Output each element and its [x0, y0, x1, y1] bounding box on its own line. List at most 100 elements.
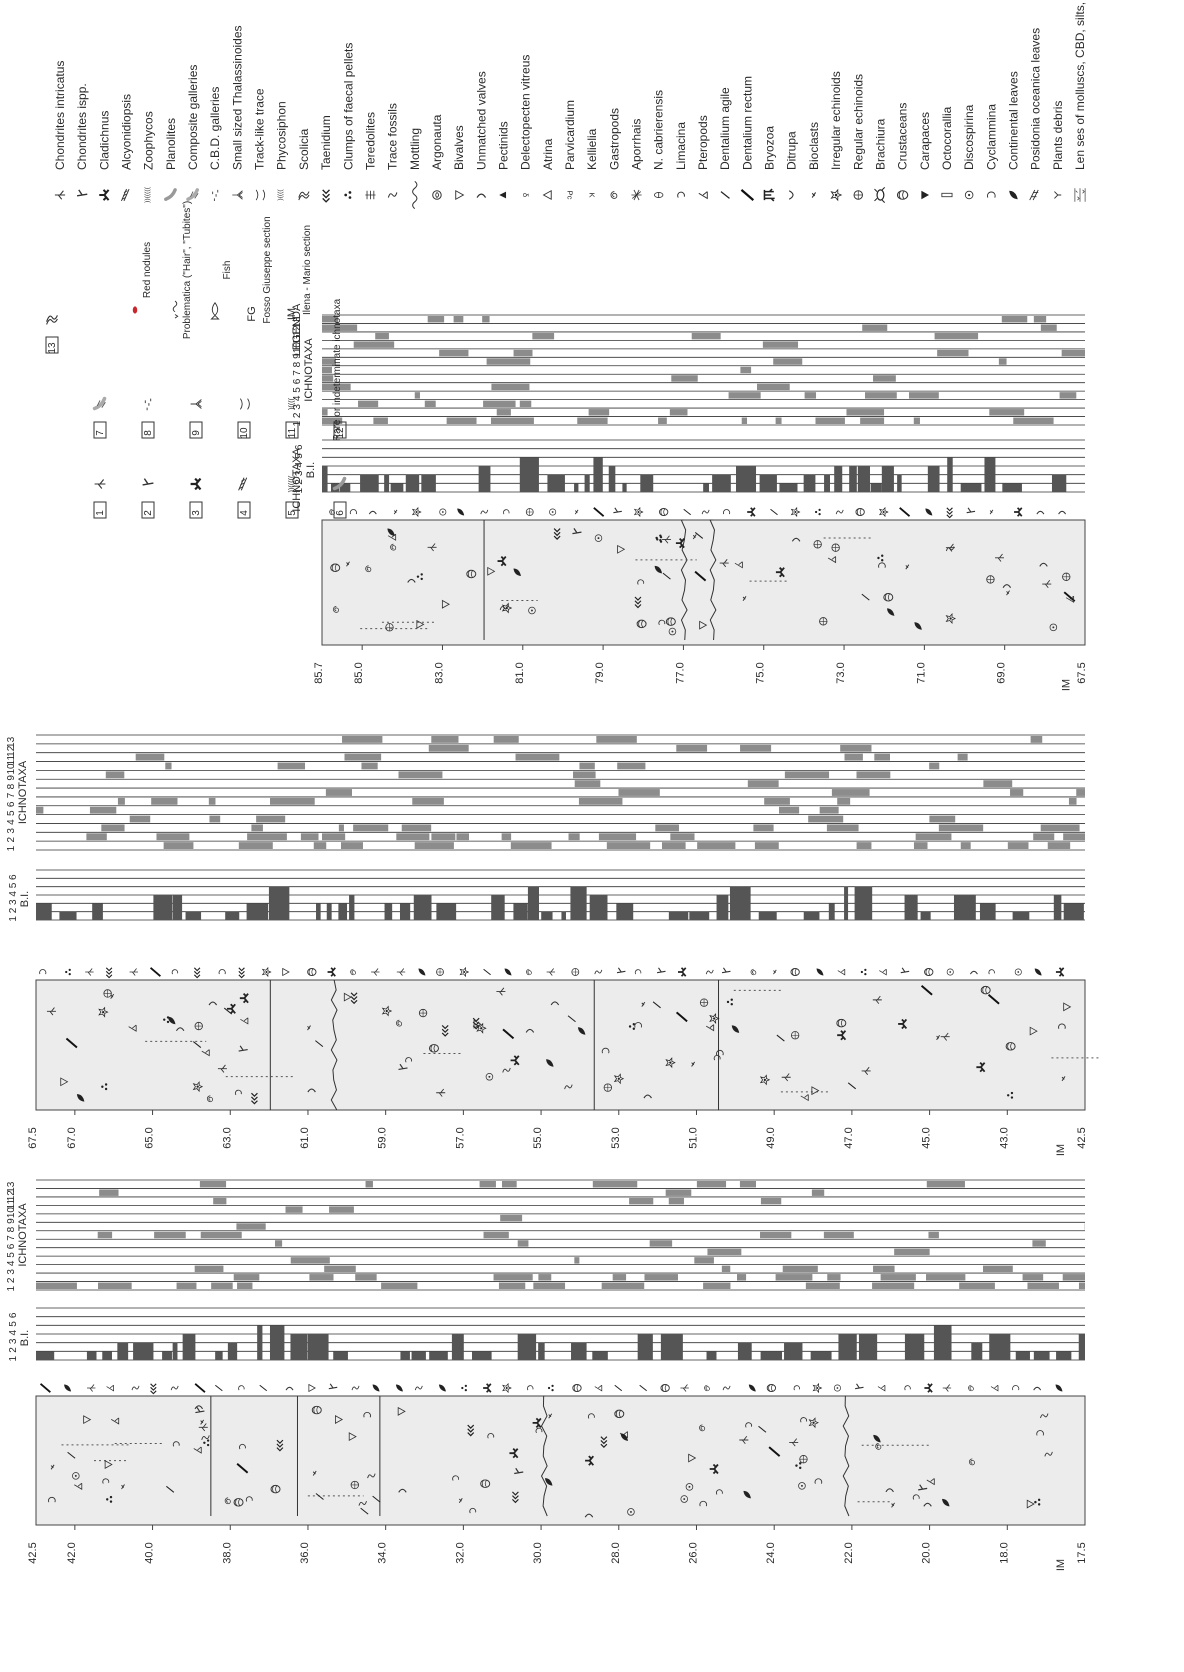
- crustaceans-icon: [924, 968, 934, 976]
- ichno-bar: [779, 806, 800, 814]
- red-nodule-icon: [132, 306, 138, 314]
- chondrites-intricatus-icon: [942, 1384, 952, 1392]
- bi-bar: [716, 895, 729, 920]
- bi-scale-label: 4: [8, 1329, 19, 1335]
- depth-tick-bottom: 17.5: [1076, 1542, 1088, 1563]
- track-like-trace-icon: [239, 398, 250, 410]
- ichno-bar: [353, 341, 395, 348]
- depth-tick-label: 65.0: [144, 1127, 156, 1148]
- legend-key-number: 8: [143, 430, 154, 436]
- ichno-bar: [532, 332, 555, 340]
- depth-tick-label: 49.0: [765, 1127, 777, 1148]
- ichno-bar: [915, 833, 952, 841]
- bi-bar: [322, 466, 328, 492]
- ichno-bar: [498, 1282, 526, 1289]
- bi-bar: [400, 1351, 410, 1360]
- bi-bar: [513, 903, 528, 920]
- ichno-bar: [1013, 417, 1054, 424]
- bryozoa-icon: [763, 188, 776, 202]
- bi-bar: [541, 911, 553, 920]
- legend-symbol-label: Crustaceans: [896, 103, 910, 170]
- continental-leaves-icon: [1055, 1384, 1063, 1392]
- limacina-icon: [793, 1385, 800, 1391]
- bi-bar: [927, 466, 940, 492]
- legend-symbol-label: Alcyonidiopsis: [120, 94, 134, 170]
- depth-tick-label: 63.0: [221, 1127, 233, 1148]
- ichno-bar: [208, 797, 216, 805]
- bi-scale-label: 5: [294, 453, 305, 459]
- octocorallia-icon: [941, 192, 953, 198]
- depth-tick-label: 75.0: [755, 662, 767, 683]
- bi-bar: [571, 1342, 587, 1360]
- ichno-bar: [670, 833, 695, 841]
- ichno-scale-label: 5: [6, 1252, 17, 1258]
- ichno-bar: [926, 1274, 966, 1281]
- legend-symbol-label: Teredolites: [363, 112, 377, 170]
- bi-bar: [246, 903, 269, 920]
- ichno-bar: [513, 349, 533, 357]
- legend-symbol-label: Phycosiphon: [275, 101, 289, 170]
- ichno-scale-label: 4: [292, 395, 303, 401]
- section-code: IM: [1061, 679, 1073, 691]
- ichno-bar: [937, 349, 969, 357]
- pteropods-icon: [106, 1384, 114, 1392]
- bi-bar: [429, 1351, 448, 1360]
- legend-symbol-label: Limacina: [674, 122, 688, 170]
- depth-tick-label: 22.0: [843, 1542, 855, 1563]
- bi-bar: [36, 1351, 55, 1360]
- regular-echinoids-icon: [603, 1083, 612, 1092]
- ichno-scale-label: 11: [292, 334, 303, 345]
- legend-extra-label: Fish: [222, 261, 233, 280]
- legend-symbol-label: Atrina: [541, 138, 555, 170]
- bi-bar: [1015, 1351, 1030, 1360]
- ichno-bar: [247, 833, 287, 841]
- ichno-scale-label: 7: [6, 1235, 17, 1241]
- legend-key-number: 11: [287, 427, 298, 438]
- gastropods-icon: [526, 968, 532, 976]
- phycosiphon-icon: [277, 189, 285, 202]
- kellielia-icon: [587, 192, 597, 199]
- ichno-bar: [165, 762, 172, 770]
- ichno-bar: [1059, 392, 1077, 399]
- ichno-bar: [313, 842, 327, 849]
- ichno-bar: [428, 744, 469, 752]
- legend-symbol-label: Small sized Thalassinoides: [230, 25, 244, 170]
- ichno-bar: [753, 824, 774, 832]
- legend-extra-label: Red nodules: [142, 242, 153, 298]
- ichno-bar: [365, 1181, 373, 1188]
- crustaceans-icon: [855, 508, 865, 516]
- ichno-bar: [97, 1231, 113, 1239]
- legend-key-number: 5: [287, 510, 298, 516]
- bi-scale-label: 1: [8, 916, 19, 922]
- ichno-bar: [176, 1282, 197, 1289]
- regular-echinoids-icon: [103, 989, 112, 998]
- faecal-pellets-icon: [344, 191, 352, 199]
- depth-tick-label: 55.0: [532, 1127, 544, 1148]
- legend-key-number: 10: [239, 427, 250, 439]
- bioclasts-icon: [989, 509, 994, 515]
- ichno-bar: [154, 1231, 186, 1239]
- regular-echinoids-icon: [525, 508, 534, 516]
- ichno-bar: [89, 806, 117, 814]
- continental-leaves-icon: [372, 1384, 380, 1392]
- cbd-galleries-icon: [212, 189, 219, 202]
- legend-symbol-label: Bivalves: [452, 125, 466, 170]
- bi-label: B.I.: [19, 1330, 31, 1347]
- legend-symbol-label: Octocorallia: [940, 106, 954, 170]
- continental-leaves-icon: [438, 1384, 446, 1392]
- ichno-scale-label: 13: [6, 1181, 17, 1193]
- crustaceans-icon: [659, 508, 669, 516]
- pteropods-icon: [878, 968, 887, 976]
- bi-scale-label: 5: [8, 882, 19, 888]
- ichno-bar: [668, 1197, 684, 1205]
- bi-bar: [519, 457, 539, 492]
- legend-key-number: 4: [239, 510, 250, 516]
- bi-scale-label: 2: [8, 907, 19, 913]
- unmatched-valves-icon: [1033, 1386, 1042, 1391]
- bi-bar: [172, 1342, 178, 1360]
- ichno-bar: [151, 797, 178, 805]
- ichno-bar: [873, 375, 896, 382]
- ichno-bar: [213, 1197, 227, 1205]
- unmatched-valves-icon: [1036, 510, 1045, 515]
- legend-key-number: 12: [335, 427, 346, 439]
